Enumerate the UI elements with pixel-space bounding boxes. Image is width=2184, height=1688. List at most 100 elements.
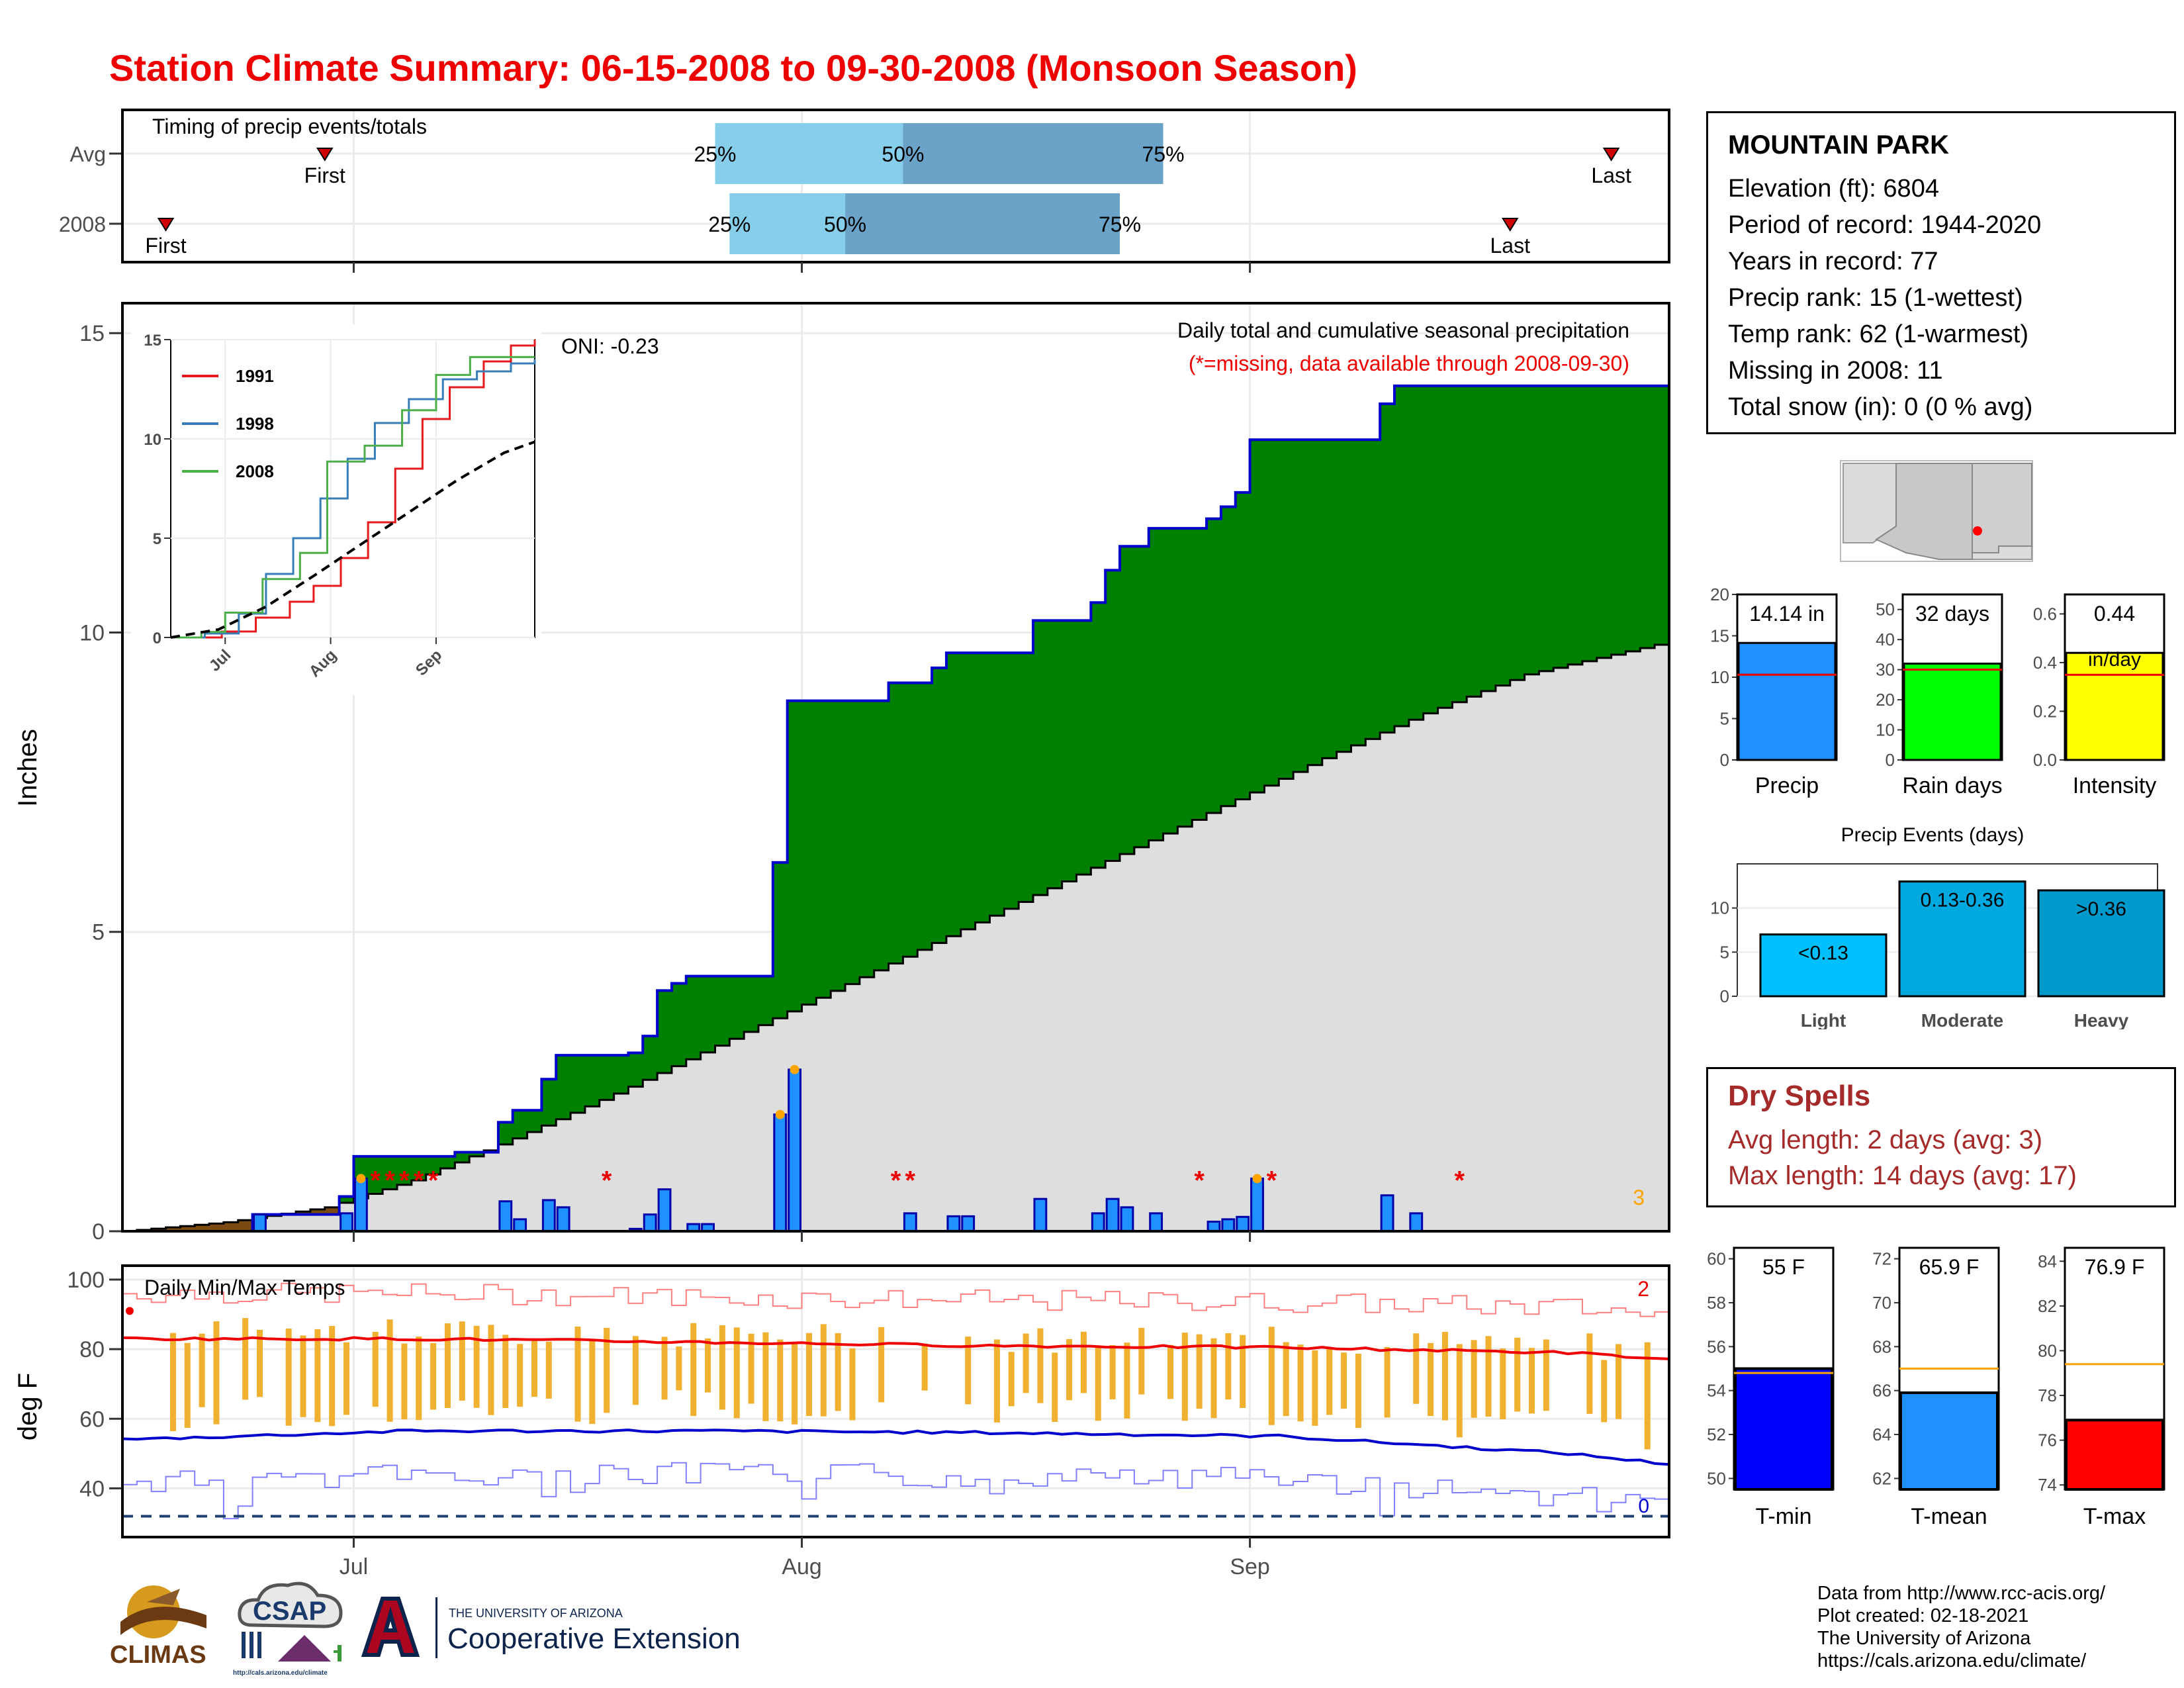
tempbars-name: T-min bbox=[1756, 1504, 1812, 1529]
precip-daily-bar bbox=[1236, 1215, 1250, 1233]
temp-xtick-label: Jul bbox=[340, 1554, 368, 1579]
precip-surplus-fill bbox=[1467, 385, 1482, 697]
precip-surplus-fill bbox=[671, 983, 687, 1066]
tempbars-ytick-label: 72 bbox=[1872, 1249, 1891, 1269]
csap-cactus-icon bbox=[334, 1645, 341, 1662]
precip-surplus-fill bbox=[1032, 620, 1048, 896]
timing-first-label: First bbox=[304, 164, 345, 187]
precip-missing-mark: * bbox=[399, 1166, 410, 1195]
precip-missing-mark: * bbox=[891, 1166, 901, 1195]
precip-daily-bar bbox=[556, 1206, 570, 1233]
summary-ytick-label: 0 bbox=[1886, 750, 1895, 770]
temp-top-number: 2 bbox=[1637, 1277, 1649, 1301]
precip-surplus-fill bbox=[1640, 385, 1655, 649]
summary-ytick-label: 0 bbox=[1720, 750, 1729, 770]
precip-avg-area bbox=[122, 641, 1669, 1231]
precip-daily-bar bbox=[498, 1200, 513, 1233]
summary-ytick-label: 20 bbox=[1876, 690, 1895, 710]
precip-surplus-fill bbox=[758, 976, 774, 1025]
credits-plot-created: Plot created: 02-18-2021 bbox=[1817, 1605, 2029, 1626]
events-ytick-label: 0 bbox=[1720, 986, 1729, 1006]
precip-daily-bar bbox=[1149, 1212, 1163, 1233]
events-ytick-label: 10 bbox=[1710, 898, 1729, 918]
timing-bar-q50-q75 bbox=[845, 193, 1120, 254]
csap-bars-icon bbox=[250, 1632, 253, 1658]
precip-surplus-fill bbox=[1481, 385, 1496, 691]
summary-ytick-label: 20 bbox=[1710, 585, 1729, 604]
summary-ytick-label: 10 bbox=[1876, 720, 1895, 740]
credits-url: https://cals.arizona.edu/climate/ bbox=[1817, 1650, 2087, 1671]
precip-missing-mark: * bbox=[428, 1166, 439, 1195]
inset-legend-label: 2008 bbox=[236, 461, 274, 481]
precip-daily-bar bbox=[513, 1218, 527, 1233]
temp-ylabel: deg F bbox=[13, 1373, 42, 1440]
precip-surplus-fill bbox=[599, 1055, 615, 1100]
precip-surplus-fill bbox=[1510, 385, 1525, 680]
tempbars-ytick-label: 82 bbox=[2038, 1296, 2057, 1316]
precip-surplus-fill bbox=[1293, 440, 1308, 773]
precip-surplus-fill bbox=[1336, 440, 1352, 752]
climas-logo: CLIMAS bbox=[110, 1585, 206, 1669]
precip-surplus-fill bbox=[1235, 492, 1251, 800]
precip-surplus-fill bbox=[614, 1055, 629, 1094]
precip-surplus-fill bbox=[1264, 440, 1279, 786]
tempbars-ytick-label: 56 bbox=[1707, 1336, 1726, 1356]
timing-q25-label: 25% bbox=[694, 142, 736, 166]
timing-last-marker bbox=[1602, 148, 1620, 162]
precip-surplus-fill bbox=[498, 1122, 514, 1145]
precip-surplus-fill bbox=[874, 700, 889, 970]
precip-daily-bar bbox=[340, 1212, 353, 1233]
timing-label: Timing of precip events/totals bbox=[152, 115, 427, 138]
tempbars-ytick-label: 84 bbox=[2038, 1251, 2057, 1271]
summary-value-label: 32 days bbox=[1915, 602, 1989, 626]
precip-surplus-fill bbox=[1596, 385, 1612, 658]
precip-deficit-fill bbox=[296, 1211, 311, 1215]
precip-surplus-fill bbox=[989, 653, 1005, 916]
summary-ytick-label: 5 bbox=[1720, 709, 1729, 729]
precip-daily-bar bbox=[353, 1177, 368, 1233]
ua-big-text: Cooperative Extension bbox=[447, 1622, 741, 1655]
timing-bar-q25-q50 bbox=[715, 123, 903, 184]
precip-surplus-fill bbox=[1568, 385, 1583, 665]
events-bar-label: <0.13 bbox=[1798, 943, 1848, 964]
station-precip-rank: Precip rank: 15 (1-wettest) bbox=[1728, 284, 2023, 312]
station-period: Period of record: 1944-2020 bbox=[1728, 211, 2042, 239]
precip-surplus-fill bbox=[859, 700, 875, 978]
precip-surplus-fill bbox=[339, 1196, 355, 1203]
precip-daily-bar bbox=[1221, 1218, 1236, 1233]
precip-surplus-fill bbox=[1163, 528, 1179, 834]
precip-missing-mark: * bbox=[1267, 1166, 1277, 1195]
temp-xtick-label: Sep bbox=[1230, 1554, 1270, 1579]
locator-map bbox=[1840, 460, 2033, 562]
temp-record-max-line bbox=[122, 1282, 1670, 1317]
temp-ytick-label: 60 bbox=[79, 1407, 105, 1432]
dry-spells-avg: Avg length: 2 days (avg: 3) bbox=[1728, 1125, 2043, 1154]
precip-daily-bar bbox=[253, 1213, 267, 1233]
precip-surplus-fill bbox=[1004, 653, 1019, 909]
summary-ytick-label: 15 bbox=[1710, 626, 1729, 646]
tempbars-ytick-label: 70 bbox=[1872, 1293, 1891, 1313]
precip-deficit-fill bbox=[223, 1222, 239, 1231]
temp-record-marker bbox=[125, 1307, 134, 1315]
precip-surplus-fill bbox=[975, 653, 991, 923]
precip-frame bbox=[121, 302, 1670, 1233]
station-name: MOUNTAIN PARK bbox=[1728, 130, 1950, 160]
summary-value-label: 14.14 in bbox=[1749, 602, 1825, 626]
timing-row-label: Avg bbox=[69, 142, 106, 166]
temp-ytick-label: 80 bbox=[79, 1337, 105, 1362]
oni-label: ONI: -0.23 bbox=[561, 334, 659, 358]
precip-surplus-fill bbox=[1148, 528, 1164, 841]
precip-surplus-fill bbox=[946, 653, 962, 937]
precip-surplus-fill bbox=[1625, 385, 1641, 651]
precip-surplus-fill bbox=[1047, 620, 1063, 888]
summary-bar-Intensity bbox=[2065, 651, 2164, 761]
precip-missing-mark: * bbox=[602, 1166, 612, 1195]
precip-surplus-fill bbox=[1582, 385, 1598, 661]
csap-cloud-icon bbox=[238, 1581, 343, 1628]
temp-record-min-line bbox=[122, 1462, 1670, 1520]
precip-surplus-fill bbox=[1423, 385, 1439, 714]
dry-spells-max: Max length: 14 days (avg: 17) bbox=[1728, 1161, 2077, 1190]
precip-surplus-fill bbox=[729, 976, 745, 1039]
precip-surplus-fill bbox=[1553, 385, 1569, 668]
precip-surplus-fill bbox=[1177, 528, 1193, 827]
